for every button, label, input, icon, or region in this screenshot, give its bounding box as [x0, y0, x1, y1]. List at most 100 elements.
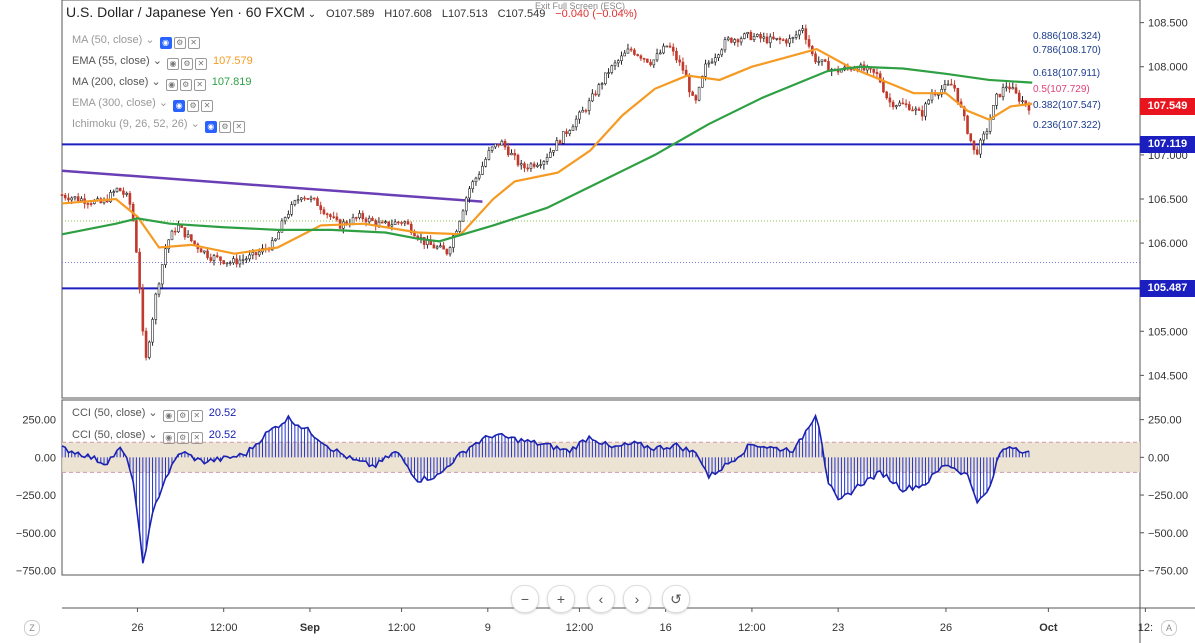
- candle-body: [578, 111, 581, 120]
- time-tick-label: 12:00: [738, 622, 766, 634]
- visibility-icon[interactable]: ◉: [159, 37, 172, 49]
- candle-body: [532, 163, 536, 167]
- candle-body: [1008, 86, 1011, 90]
- indicator-label[interactable]: EMA (55, close): [72, 55, 150, 67]
- visibility-icon[interactable]: ◉: [204, 121, 217, 133]
- candle-body: [400, 222, 403, 224]
- interval-label[interactable]: 60: [245, 4, 262, 20]
- visibility-icon[interactable]: ◉: [165, 79, 178, 91]
- candle-body: [713, 57, 717, 63]
- candle-body: [371, 217, 374, 221]
- cci-tick-left: 0.00: [35, 452, 56, 464]
- scroll-right-button[interactable]: ›: [623, 585, 651, 613]
- time-tick-label: 26: [940, 622, 952, 634]
- candle-body: [141, 288, 145, 332]
- indicator-legend[interactable]: MA (50, close) ⌄ ◉ ⚙ ✕: [72, 33, 206, 49]
- candle-body: [125, 192, 128, 195]
- cci-label[interactable]: CCI (50, close): [72, 429, 146, 441]
- visibility-icon[interactable]: ◉: [162, 410, 175, 422]
- candle-body: [584, 110, 588, 112]
- indicator-legend[interactable]: Ichimoku (9, 26, 52, 26) ⌄ ◉ ⚙ ✕: [72, 117, 251, 133]
- chevron-down-icon[interactable]: ⌄: [187, 118, 203, 130]
- indicator-legend[interactable]: EMA (55, close) ⌄ ◉ ⚙ ✕ 107.579: [72, 54, 253, 70]
- chevron-down-icon[interactable]: ⌄: [304, 9, 317, 20]
- candle-body: [691, 91, 694, 96]
- close-icon[interactable]: ✕: [194, 58, 207, 70]
- candle-body: [477, 174, 481, 179]
- candle-body: [300, 197, 303, 200]
- price-tag: 105.487: [1140, 280, 1195, 298]
- zoom-out-button[interactable]: −: [511, 585, 539, 613]
- zoom-in-button[interactable]: +: [547, 585, 575, 613]
- candle-body: [736, 39, 740, 43]
- chevron-down-icon[interactable]: ⌄: [155, 97, 172, 109]
- close-icon[interactable]: ✕: [201, 100, 214, 112]
- price-tag: 107.549: [1140, 98, 1195, 116]
- candle-body: [730, 37, 733, 43]
- candle-body: [487, 150, 491, 160]
- auto-scale-button[interactable]: A: [1161, 620, 1177, 636]
- close-icon[interactable]: ✕: [190, 410, 203, 422]
- settings-icon[interactable]: ⚙: [176, 410, 189, 422]
- indicator-label[interactable]: EMA (300, close): [72, 97, 156, 109]
- chevron-down-icon[interactable]: ⌄: [145, 429, 161, 441]
- reset-chart-button[interactable]: ↺: [662, 585, 690, 613]
- candle-body: [193, 240, 196, 245]
- scroll-left-button[interactable]: ‹: [587, 585, 615, 613]
- candle-body: [170, 230, 174, 241]
- chevron-down-icon[interactable]: ⌄: [149, 55, 165, 67]
- indicator-legend[interactable]: MA (200, close) ⌄ ◉ ⚙ ✕ 107.819: [72, 75, 252, 91]
- price-tick-label: 106.500: [1148, 194, 1188, 206]
- visibility-icon[interactable]: ◉: [162, 432, 175, 444]
- candle-body: [600, 83, 604, 86]
- candle-body: [122, 190, 125, 195]
- visibility-icon[interactable]: ◉: [173, 100, 186, 112]
- candle-body: [510, 153, 513, 156]
- candle-body: [568, 130, 572, 135]
- candle-body: [756, 33, 759, 37]
- visibility-icon[interactable]: ◉: [166, 58, 179, 70]
- symbol-title[interactable]: U.S. Dollar / Japanese Yen: [66, 4, 234, 20]
- cci-label[interactable]: CCI (50, close): [72, 407, 146, 419]
- settings-icon[interactable]: ⚙: [173, 37, 186, 49]
- candle-body: [946, 83, 950, 86]
- candle-body: [494, 143, 497, 148]
- settings-icon[interactable]: ⚙: [218, 121, 231, 133]
- candle-body: [720, 49, 724, 56]
- indicator-legend[interactable]: EMA (300, close) ⌄ ◉ ⚙ ✕: [72, 96, 219, 112]
- candle-body: [109, 192, 112, 203]
- candle-body: [403, 221, 407, 224]
- chevron-down-icon[interactable]: ⌄: [142, 34, 158, 46]
- close-icon[interactable]: ✕: [232, 121, 245, 133]
- chevron-down-icon[interactable]: ⌄: [148, 76, 164, 88]
- cci-legend[interactable]: CCI (50, close) ⌄ ◉ ⚙ ✕ 20.52: [72, 406, 236, 422]
- close-icon[interactable]: ✕: [187, 37, 200, 49]
- candle-body: [694, 95, 698, 101]
- candle-body: [888, 97, 892, 103]
- candle-body: [904, 103, 908, 106]
- indicator-label[interactable]: Ichimoku (9, 26, 52, 26): [72, 118, 188, 130]
- settings-icon[interactable]: ⚙: [179, 79, 192, 91]
- close-icon[interactable]: ✕: [190, 432, 203, 444]
- candle-body: [154, 293, 158, 320]
- close-icon[interactable]: ✕: [193, 79, 206, 91]
- candle-body: [927, 99, 931, 105]
- candle-body: [413, 232, 416, 237]
- settings-icon[interactable]: ⚙: [176, 432, 189, 444]
- candle-body: [490, 146, 494, 151]
- cci-legend[interactable]: CCI (50, close) ⌄ ◉ ⚙ ✕ 20.52: [72, 428, 236, 444]
- candle-body: [775, 37, 779, 40]
- candle-body: [1017, 92, 1021, 102]
- cci-tick-left: −750.00: [16, 565, 56, 577]
- chevron-down-icon[interactable]: ⌄: [145, 407, 161, 419]
- indicator-label[interactable]: MA (200, close): [72, 76, 149, 88]
- time-tick-label: 12:: [1138, 622, 1153, 634]
- candle-body: [688, 76, 691, 93]
- settings-icon[interactable]: ⚙: [180, 58, 193, 70]
- indicator-label[interactable]: MA (50, close): [72, 34, 143, 46]
- settings-icon[interactable]: ⚙: [187, 100, 200, 112]
- z-button[interactable]: Z: [24, 620, 40, 636]
- candle-body: [112, 191, 116, 193]
- exit-fullscreen-hint[interactable]: Exit Full Screen (ESC): [535, 1, 626, 11]
- candle-body: [503, 140, 507, 148]
